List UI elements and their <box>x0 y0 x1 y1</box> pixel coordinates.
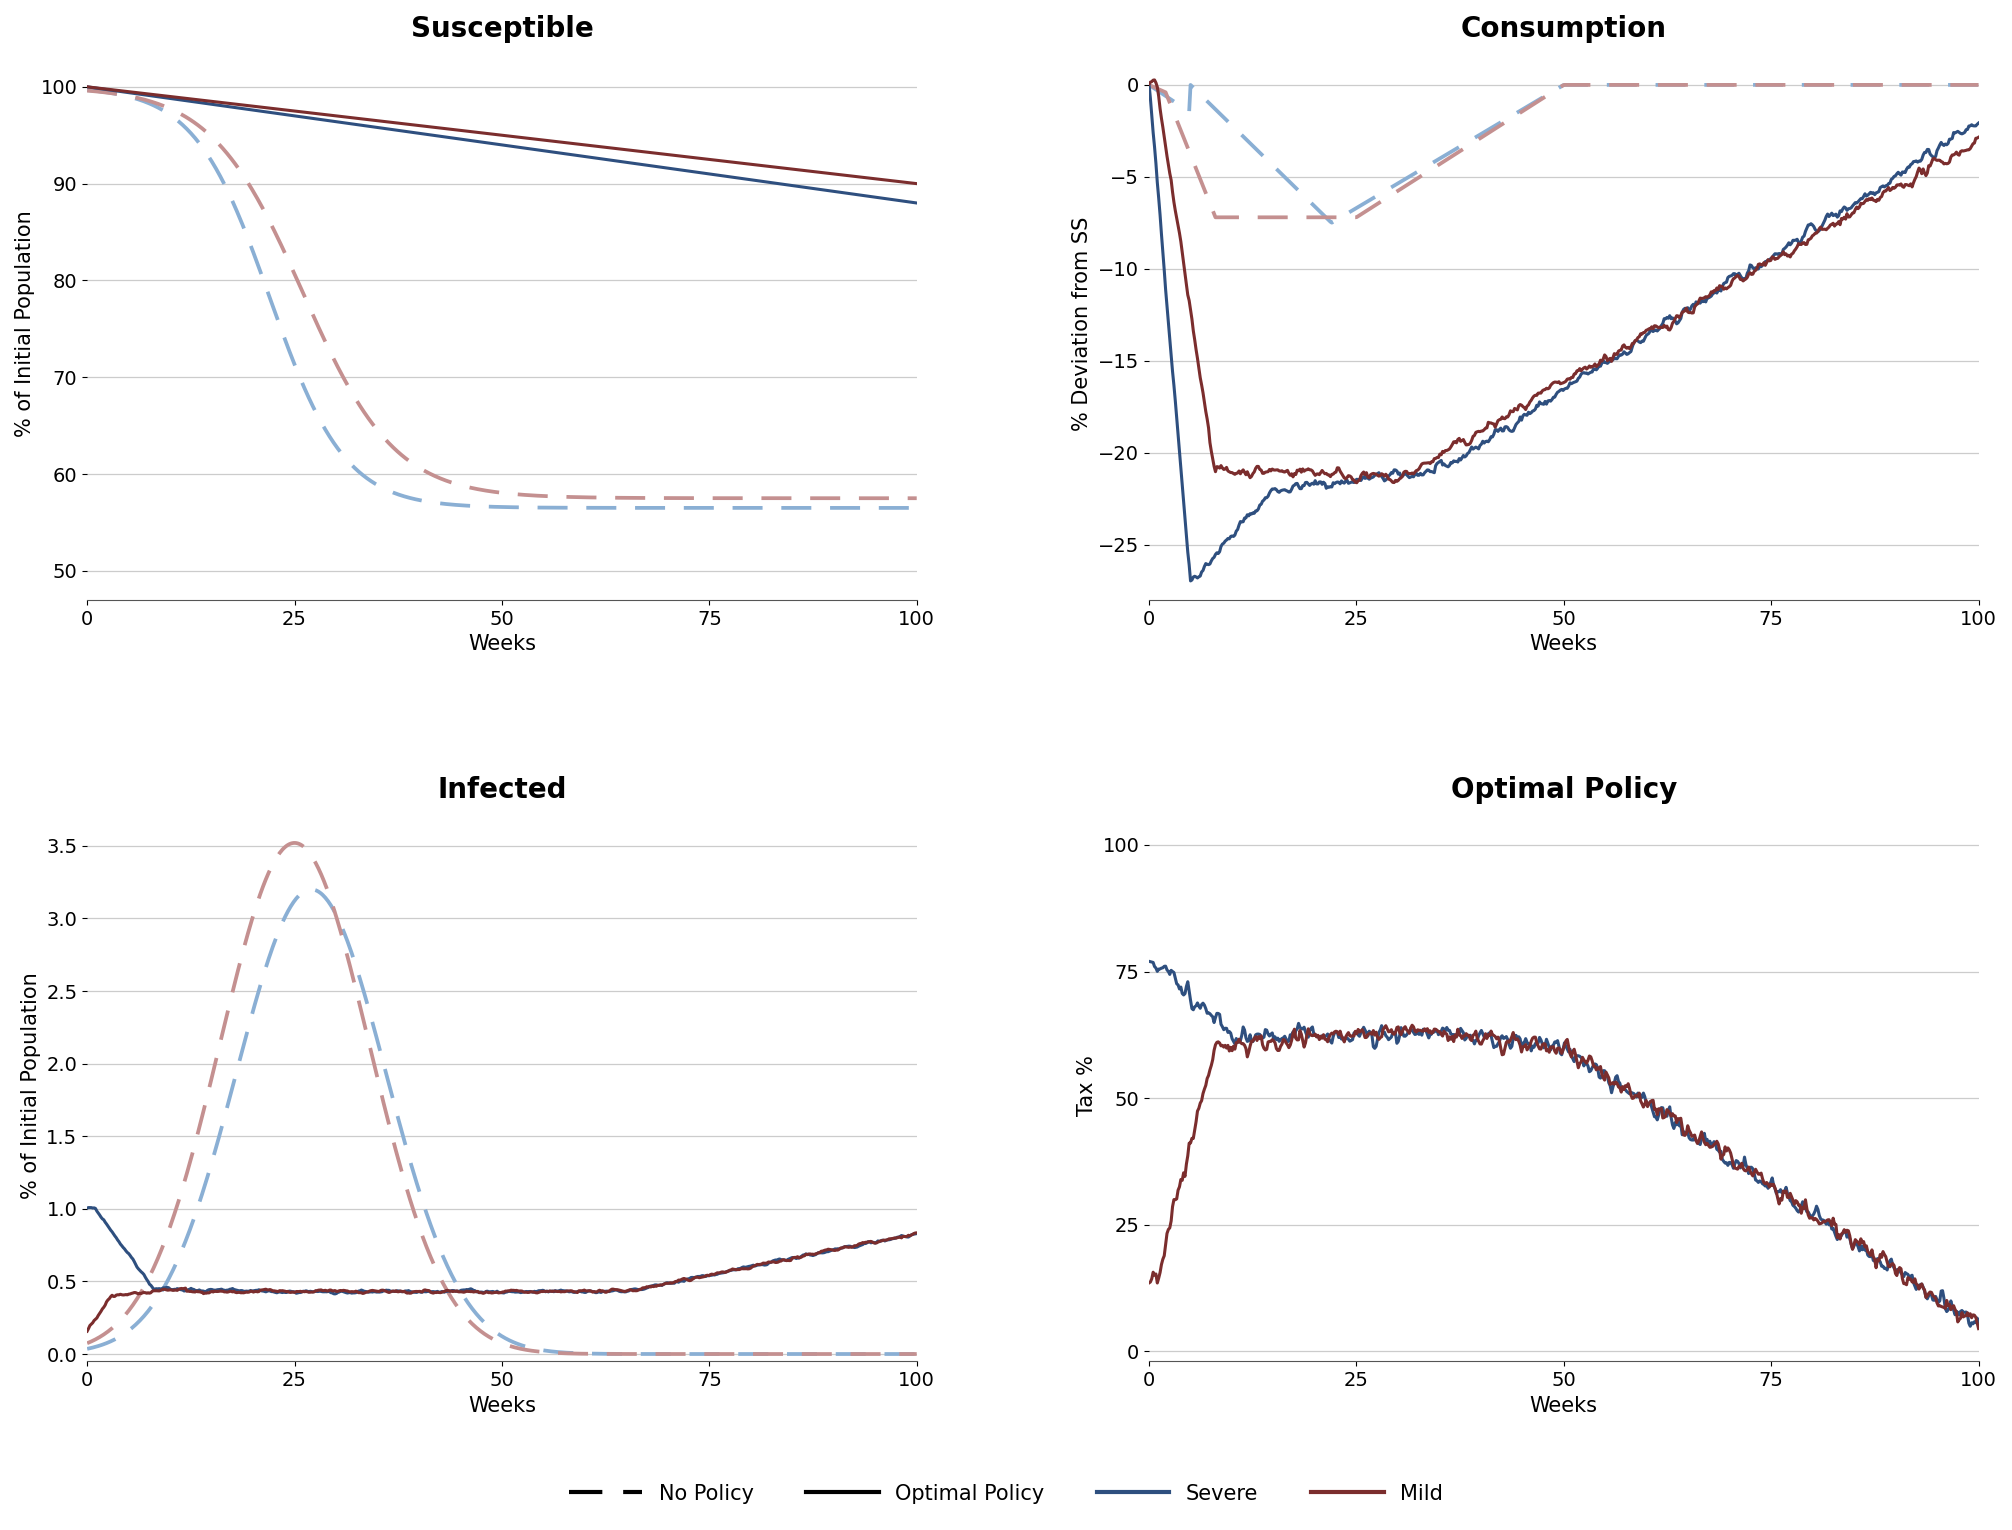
Y-axis label: % of Initial Population: % of Initial Population <box>14 211 34 438</box>
Title: Consumption: Consumption <box>1461 15 1666 43</box>
Title: Susceptible: Susceptible <box>410 15 594 43</box>
Y-axis label: % of Initial Population: % of Initial Population <box>20 972 40 1200</box>
Y-axis label: Tax %: Tax % <box>1076 1056 1097 1115</box>
Legend: No Policy, Optimal Policy, Severe, Mild: No Policy, Optimal Policy, Severe, Mild <box>561 1475 1451 1512</box>
X-axis label: Weeks: Weeks <box>469 1395 535 1415</box>
X-axis label: Weeks: Weeks <box>1529 1395 1598 1415</box>
X-axis label: Weeks: Weeks <box>1529 633 1598 655</box>
Title: Infected: Infected <box>437 776 567 805</box>
Title: Optimal Policy: Optimal Policy <box>1451 776 1676 805</box>
X-axis label: Weeks: Weeks <box>469 633 535 655</box>
Y-axis label: % Deviation from SS: % Deviation from SS <box>1072 217 1093 431</box>
